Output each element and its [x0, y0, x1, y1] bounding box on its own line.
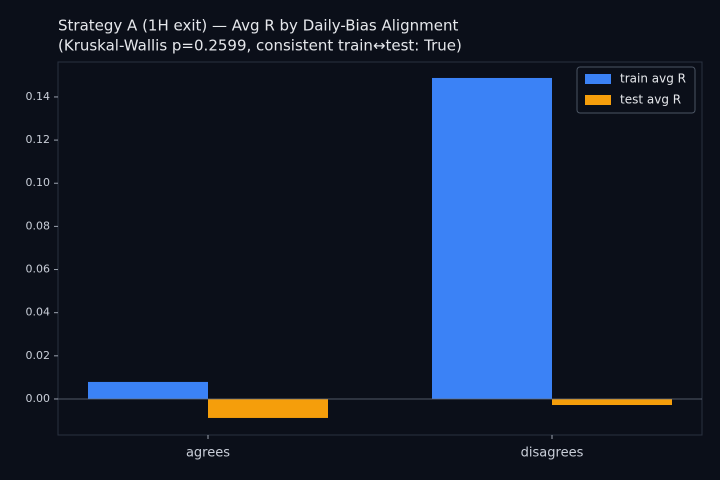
legend-label: test avg R	[620, 93, 681, 107]
bar	[552, 398, 672, 406]
y-tick-label: 0.00	[26, 392, 51, 405]
x-tick-label: disagrees	[521, 446, 584, 461]
y-tick-label: 0.08	[26, 219, 51, 232]
bar	[208, 398, 328, 418]
legend-label: train avg R	[620, 72, 686, 86]
y-tick-label: 0.04	[26, 306, 51, 319]
bar	[432, 77, 552, 399]
plot-frame	[57, 61, 703, 436]
y-tick-label: 0.14	[26, 90, 51, 103]
legend-swatch	[585, 95, 611, 105]
y-tick-label: 0.02	[26, 349, 51, 362]
chart-title: Strategy A (1H exit) — Avg R by Daily-Bi…	[58, 17, 458, 35]
chart-subtitle: (Kruskal-Wallis p=0.2599, consistent tra…	[58, 37, 462, 55]
y-tick-label: 0.10	[26, 176, 51, 189]
y-tick-label: 0.12	[26, 133, 51, 146]
legend-swatch	[585, 74, 611, 84]
bar	[88, 381, 208, 399]
y-tick-label: 0.06	[26, 263, 51, 276]
x-tick-label: agrees	[186, 446, 230, 461]
